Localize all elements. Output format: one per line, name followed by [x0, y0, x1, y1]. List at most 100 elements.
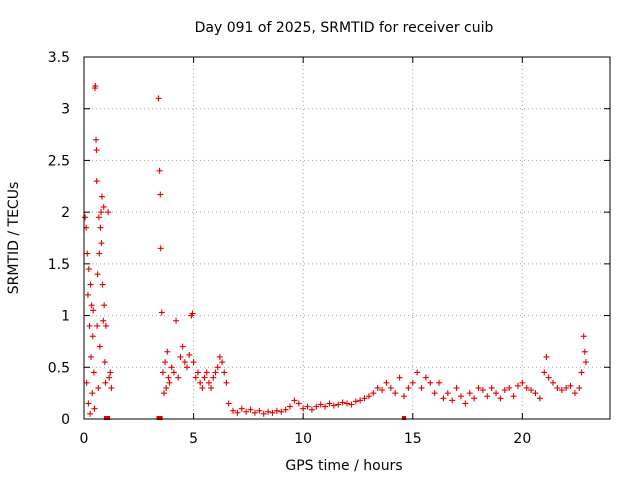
data-point	[528, 387, 535, 394]
data-point	[317, 401, 324, 408]
data-point	[440, 395, 447, 402]
baseline-marker	[156, 416, 161, 420]
data-point	[173, 317, 180, 324]
data-point	[184, 364, 191, 371]
data-point	[365, 393, 372, 400]
data-point	[102, 322, 109, 329]
chart-title: Day 091 of 2025, SRMTID for receiver cui…	[195, 20, 494, 36]
data-point	[475, 384, 482, 391]
data-point	[291, 397, 298, 404]
data-point	[100, 203, 107, 210]
data-point	[216, 353, 223, 360]
data-point	[186, 351, 193, 358]
data-point	[92, 82, 99, 89]
data-point	[89, 333, 96, 340]
data-point	[93, 178, 100, 185]
data-point	[208, 384, 215, 391]
x-tick-label: 20	[513, 431, 531, 447]
y-tick-label: 3.5	[48, 50, 70, 66]
baseline-marker	[401, 416, 406, 420]
data-point	[581, 348, 588, 355]
data-point	[98, 209, 105, 216]
data-point	[91, 405, 98, 412]
plot-area	[83, 56, 611, 420]
data-point	[84, 291, 91, 298]
y-tick-label: 3	[61, 102, 70, 118]
data-point	[160, 390, 167, 397]
data-point	[326, 400, 333, 407]
data-point	[247, 406, 254, 413]
data-point	[219, 359, 226, 366]
data-point	[234, 409, 241, 416]
data-point	[93, 136, 100, 143]
data-point	[427, 379, 434, 386]
data-point	[157, 191, 164, 198]
data-point	[106, 374, 113, 381]
data-point	[322, 403, 329, 410]
data-point	[201, 374, 208, 381]
grid	[84, 57, 610, 419]
data-point	[101, 302, 108, 309]
data-point	[158, 309, 165, 316]
data-point	[175, 374, 182, 381]
data-point	[166, 379, 173, 386]
data-point	[497, 395, 504, 402]
data-point	[488, 384, 495, 391]
data-point	[308, 406, 315, 413]
data-point	[379, 387, 386, 394]
data-point	[177, 353, 184, 360]
data-point	[95, 214, 102, 221]
data-point	[163, 384, 170, 391]
data-point	[221, 369, 228, 376]
data-point	[210, 374, 217, 381]
data-point	[157, 245, 164, 252]
data-point	[88, 302, 95, 309]
data-point	[313, 403, 320, 410]
data-point	[578, 369, 585, 376]
data-point	[165, 374, 172, 381]
data-point	[543, 353, 550, 360]
data-point	[108, 384, 115, 391]
data-point	[462, 400, 469, 407]
data-point	[251, 409, 258, 416]
data-point	[545, 374, 552, 381]
data-point	[95, 384, 102, 391]
data-point	[199, 384, 206, 391]
baseline-marker	[106, 416, 111, 420]
data-point	[479, 387, 486, 394]
data-point	[523, 384, 530, 391]
data-point	[396, 374, 403, 381]
data-point	[330, 402, 337, 409]
data-point	[83, 379, 90, 386]
data-point	[457, 393, 464, 400]
data-point	[532, 390, 539, 397]
data-point	[400, 393, 407, 400]
data-point	[159, 369, 166, 376]
data-point	[335, 401, 342, 408]
x-tick-label: 15	[404, 431, 422, 447]
data-point	[466, 390, 473, 397]
data-point	[181, 359, 188, 366]
y-tick-label: 2.5	[48, 153, 70, 169]
data-point	[94, 322, 101, 329]
data-point	[344, 400, 350, 407]
data-point	[436, 379, 443, 386]
data-point	[102, 379, 109, 386]
data-point	[550, 379, 557, 386]
y-tick-label: 0	[61, 412, 70, 428]
data-point	[339, 399, 346, 406]
data-point	[567, 382, 574, 389]
y-tick-label: 2	[61, 205, 70, 221]
data-point	[105, 209, 112, 216]
data-point	[484, 393, 491, 400]
x-axis-label: GPS time / hours	[285, 458, 402, 474]
data-point	[98, 193, 105, 200]
data-point	[269, 409, 276, 416]
data-point	[194, 369, 201, 376]
data-point	[225, 400, 232, 407]
data-point	[405, 384, 412, 391]
baseline-marker	[158, 416, 163, 420]
data-point	[582, 359, 589, 366]
data-point	[265, 408, 272, 415]
